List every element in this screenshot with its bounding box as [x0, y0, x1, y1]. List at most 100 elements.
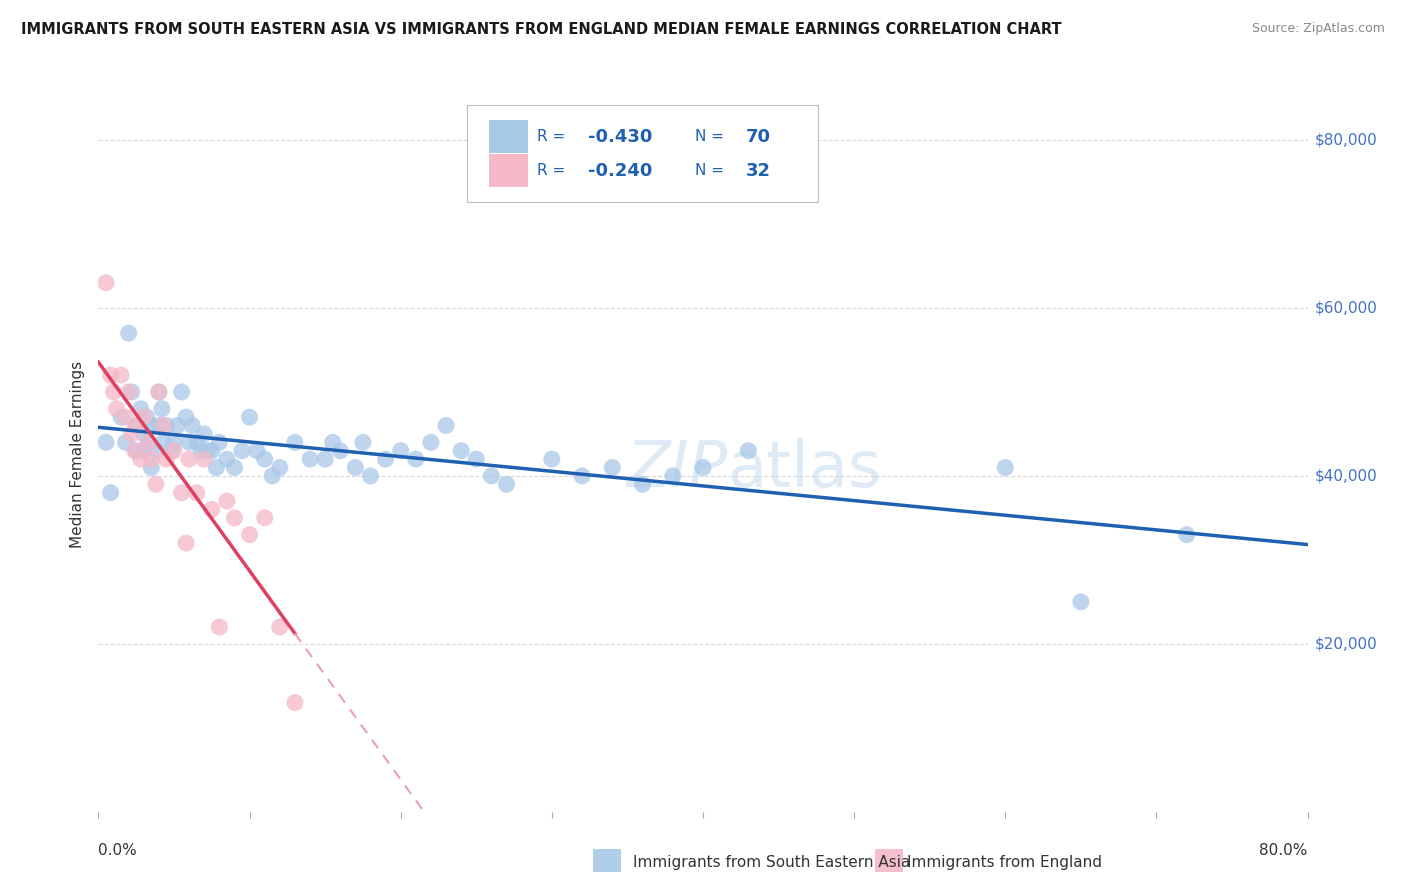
Point	[405, 452, 427, 467]
Point	[110, 410, 132, 425]
Point	[239, 410, 262, 425]
Point	[737, 443, 759, 458]
Point	[155, 452, 177, 467]
Text: Immigrants from South Eastern Asia: Immigrants from South Eastern Asia	[633, 855, 910, 870]
Point	[215, 452, 238, 467]
Point	[141, 452, 163, 467]
Point	[201, 502, 224, 516]
Text: -0.240: -0.240	[588, 162, 652, 180]
Point	[299, 452, 322, 467]
Point	[329, 443, 352, 458]
FancyBboxPatch shape	[467, 105, 818, 202]
Point	[136, 435, 159, 450]
Point	[389, 443, 412, 458]
Y-axis label: Median Female Earnings: Median Female Earnings	[70, 361, 86, 549]
Point	[419, 435, 441, 450]
Point	[495, 477, 517, 491]
Point	[148, 418, 170, 433]
FancyBboxPatch shape	[489, 154, 527, 187]
Text: Source: ZipAtlas.com: Source: ZipAtlas.com	[1251, 22, 1385, 36]
Point	[103, 384, 125, 399]
Text: Immigrants from England: Immigrants from England	[907, 855, 1102, 870]
Point	[105, 401, 128, 416]
Point	[322, 435, 344, 450]
Text: -0.430: -0.430	[588, 128, 652, 145]
Text: N =: N =	[695, 129, 728, 145]
Point	[177, 435, 201, 450]
Point	[174, 536, 197, 550]
Point	[132, 443, 155, 458]
Point	[314, 452, 336, 467]
Point	[166, 418, 188, 433]
Point	[450, 443, 472, 458]
FancyBboxPatch shape	[489, 120, 527, 153]
Point	[239, 527, 262, 541]
Point	[136, 435, 159, 450]
Point	[129, 452, 152, 467]
Text: 0.0%: 0.0%	[98, 843, 138, 858]
Point	[661, 469, 683, 483]
Point	[118, 326, 141, 341]
Point	[571, 469, 593, 483]
Point	[1175, 527, 1198, 541]
Point	[94, 435, 117, 450]
Text: 70: 70	[745, 128, 770, 145]
Text: $80,000: $80,000	[1315, 133, 1378, 147]
Point	[253, 452, 276, 467]
Point	[253, 511, 276, 525]
Point	[631, 477, 654, 491]
Point	[148, 384, 170, 399]
Point	[124, 443, 146, 458]
Point	[163, 443, 186, 458]
Point	[284, 435, 307, 450]
Point	[994, 460, 1017, 475]
Text: ZIP: ZIP	[626, 438, 727, 500]
Text: R =: R =	[537, 163, 571, 178]
Point	[118, 384, 141, 399]
Point	[602, 460, 624, 475]
Text: 32: 32	[745, 162, 770, 180]
Text: R =: R =	[537, 129, 571, 145]
Point	[170, 384, 193, 399]
Point	[163, 435, 186, 450]
Point	[100, 485, 122, 500]
Bar	[875, 849, 903, 872]
Point	[344, 460, 367, 475]
Point	[155, 418, 177, 433]
Text: IMMIGRANTS FROM SOUTH EASTERN ASIA VS IMMIGRANTS FROM ENGLAND MEDIAN FEMALE EARN: IMMIGRANTS FROM SOUTH EASTERN ASIA VS IM…	[21, 22, 1062, 37]
Point	[174, 410, 197, 425]
Point	[125, 418, 148, 433]
Point	[186, 435, 208, 450]
Point	[193, 426, 215, 441]
Point	[284, 696, 307, 710]
Point	[141, 418, 163, 433]
Point	[186, 485, 208, 500]
Point	[1070, 595, 1092, 609]
Point	[121, 426, 143, 441]
Text: $40,000: $40,000	[1315, 468, 1378, 483]
Point	[195, 443, 218, 458]
Bar	[593, 849, 621, 872]
Point	[231, 443, 253, 458]
Point	[246, 443, 269, 458]
Point	[160, 443, 183, 458]
Point	[352, 435, 374, 450]
Point	[94, 276, 117, 290]
Point	[201, 443, 224, 458]
Point	[181, 418, 204, 433]
Point	[132, 426, 155, 441]
Point	[177, 452, 201, 467]
Point	[152, 418, 174, 433]
Point	[152, 435, 174, 450]
Point	[360, 469, 382, 483]
Point	[205, 460, 228, 475]
Text: $20,000: $20,000	[1315, 636, 1378, 651]
Point	[262, 469, 284, 483]
Point	[170, 485, 193, 500]
Point	[481, 469, 503, 483]
Point	[125, 418, 148, 433]
Point	[121, 384, 143, 399]
Point	[540, 452, 562, 467]
Point	[148, 384, 170, 399]
Point	[224, 511, 246, 525]
